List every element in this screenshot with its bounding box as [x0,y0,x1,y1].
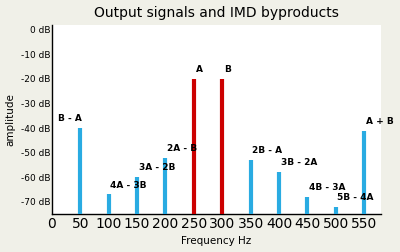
Text: 2A - B: 2A - B [167,144,197,153]
Text: 5B - 4A: 5B - 4A [338,193,374,202]
Text: 3A - 2B: 3A - 2B [139,163,175,172]
Text: 4A - 3B: 4A - 3B [110,180,147,190]
Text: 3B - 2A: 3B - 2A [281,159,317,167]
Text: 2B - A: 2B - A [252,146,282,155]
Text: B: B [224,65,231,74]
Text: A + B: A + B [366,117,394,126]
Text: 4B - 3A: 4B - 3A [309,183,346,192]
Title: Output signals and IMD byproducts: Output signals and IMD byproducts [94,6,339,20]
Text: A: A [196,65,202,74]
Text: B - A: B - A [58,114,82,123]
Y-axis label: amplitude: amplitude [6,93,16,146]
X-axis label: Frequency Hz: Frequency Hz [182,236,252,246]
